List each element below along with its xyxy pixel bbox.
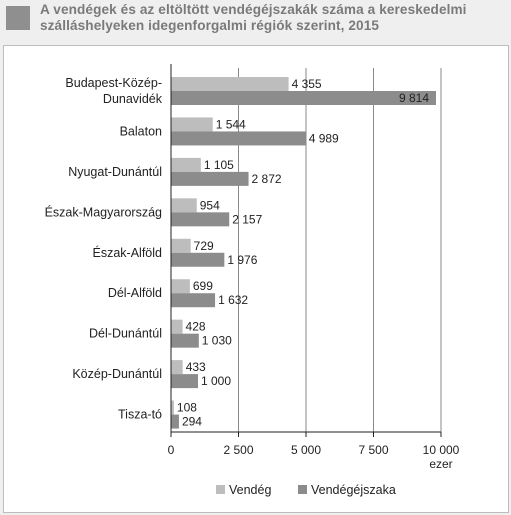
nights-data-label: 2 157 — [232, 212, 262, 226]
category-label: Észak-Magyarország — [45, 204, 162, 219]
nights-data-label: 1 976 — [227, 253, 257, 267]
category-label: Dél-Dunántúl — [89, 327, 162, 341]
nights-data-label: 1 030 — [202, 334, 232, 348]
guests-bar — [171, 117, 213, 132]
nights-data-label: 294 — [182, 415, 202, 429]
nights-bar — [171, 333, 199, 348]
category-label: Dunavidék — [103, 92, 163, 106]
guests-data-label: 954 — [200, 198, 220, 212]
nights-data-label: 9 814 — [399, 91, 429, 105]
nights-bar — [171, 374, 198, 389]
x-axis-unit: ezer — [429, 457, 452, 471]
nights-data-label: 1 000 — [201, 374, 231, 388]
category-label: Dél-Alföld — [108, 286, 162, 300]
nights-data-label: 4 989 — [309, 131, 339, 145]
x-tick-label: 2 500 — [223, 443, 253, 457]
category-label: Balaton — [120, 124, 162, 138]
guests-bar — [171, 319, 183, 334]
guests-data-label: 4 355 — [292, 77, 322, 91]
x-tick-label: 7 500 — [358, 443, 388, 457]
nights-bar — [171, 171, 249, 186]
guests-bar — [171, 279, 190, 294]
nights-data-label: 2 872 — [252, 172, 282, 186]
guests-bar — [171, 77, 289, 91]
guests-data-label: 699 — [193, 279, 213, 293]
x-tick-label: 0 — [168, 443, 175, 457]
nights-data-label: 1 632 — [218, 293, 248, 307]
guests-bar — [171, 400, 174, 415]
guests-data-label: 433 — [186, 360, 206, 374]
legend-label: Vendégéjszaka — [311, 483, 396, 497]
nights-bar — [171, 293, 216, 308]
x-tick-label: 5 000 — [291, 443, 321, 457]
chart-panel: 4 355 9 814 Budapest-Közép- Dunavidék 1 544 4… — [3, 45, 509, 513]
guests-bar — [171, 157, 201, 172]
nights-bar — [171, 212, 230, 227]
x-tick-label: 10 000 — [423, 443, 460, 457]
guests-data-label: 108 — [177, 401, 197, 415]
chart-title: A vendégek és az eltöltött vendégéjszaká… — [40, 2, 467, 33]
guests-data-label: 1 105 — [204, 158, 234, 172]
category-label: Tisza-tó — [118, 408, 162, 422]
nights-bar — [171, 131, 306, 146]
guests-data-label: 1 544 — [216, 117, 246, 131]
guests-data-label: 729 — [194, 239, 214, 253]
nights-bar — [171, 91, 436, 105]
title-marker — [6, 6, 30, 30]
guests-bar — [171, 238, 191, 253]
category-label: Közép-Dunántúl — [72, 367, 162, 381]
legend-swatch — [216, 485, 225, 494]
nights-bar — [171, 414, 179, 429]
legend-swatch — [298, 485, 307, 494]
nights-bar — [171, 252, 225, 267]
category-label: Nyugat-Dunántúl — [68, 165, 162, 179]
guests-bar — [171, 198, 197, 213]
legend-label: Vendég — [229, 483, 271, 497]
category-label: Budapest-Közép- — [65, 76, 162, 90]
bar-chart: 4 355 9 814 Budapest-Közép- Dunavidék 1 544 4… — [45, 64, 460, 497]
guests-bar — [171, 360, 183, 375]
category-label: Észak-Alföld — [93, 245, 163, 260]
guests-data-label: 428 — [186, 320, 206, 334]
